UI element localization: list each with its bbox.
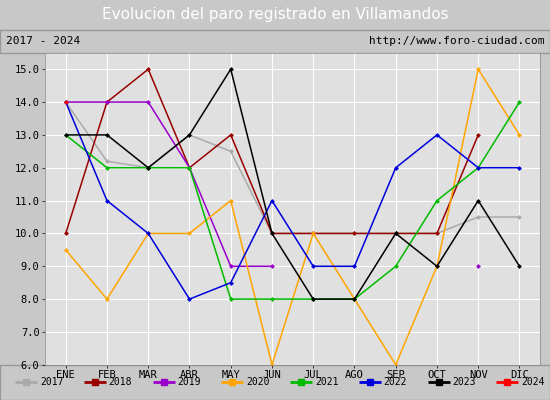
Text: http://www.foro-ciudad.com: http://www.foro-ciudad.com xyxy=(369,36,544,46)
Text: 2021: 2021 xyxy=(315,378,338,387)
Text: 2019: 2019 xyxy=(177,378,201,387)
Text: 2017: 2017 xyxy=(40,378,63,387)
Text: 2018: 2018 xyxy=(109,378,132,387)
Text: Evolucion del paro registrado en Villamandos: Evolucion del paro registrado en Villama… xyxy=(102,8,448,22)
Text: 2022: 2022 xyxy=(384,378,407,387)
Text: 2017 - 2024: 2017 - 2024 xyxy=(6,36,80,46)
Text: 2024: 2024 xyxy=(521,378,544,387)
Text: 2020: 2020 xyxy=(246,378,270,387)
Text: 2023: 2023 xyxy=(452,378,476,387)
